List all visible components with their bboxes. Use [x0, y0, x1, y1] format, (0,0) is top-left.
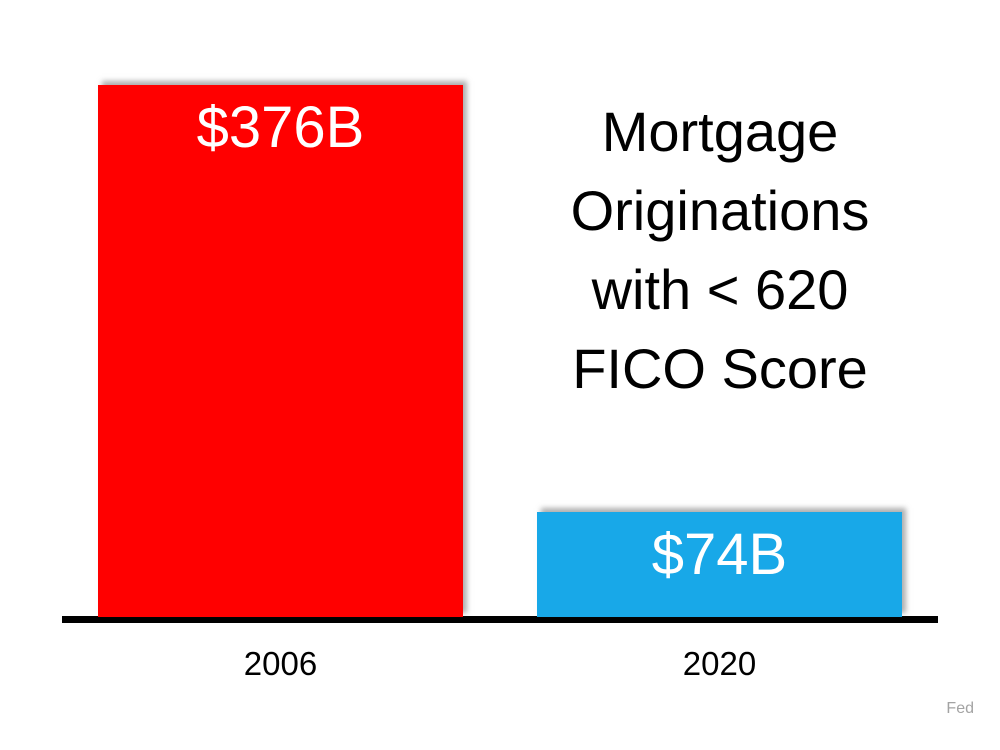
- chart-title: Mortgage Originations with < 620 FICO Sc…: [520, 92, 920, 408]
- x-tick-label-2006: 2006: [243, 645, 318, 682]
- chart-title-line-1: Mortgage: [601, 100, 839, 163]
- source-attribution: Fed: [946, 700, 974, 717]
- bar-2006: $376B: [98, 85, 463, 617]
- x-tick-label-2020: 2020: [682, 645, 757, 682]
- chart-title-line-4: FICO Score: [572, 337, 868, 400]
- bar-2020-value-label: $74B: [651, 522, 788, 587]
- bar-2006-value-label: $376B: [196, 95, 365, 160]
- chart-title-line-2: Originations: [570, 179, 870, 242]
- x-axis-line: [62, 616, 938, 623]
- bar-2020: $74B: [537, 512, 902, 617]
- chart-title-line-3: with < 620: [591, 258, 849, 321]
